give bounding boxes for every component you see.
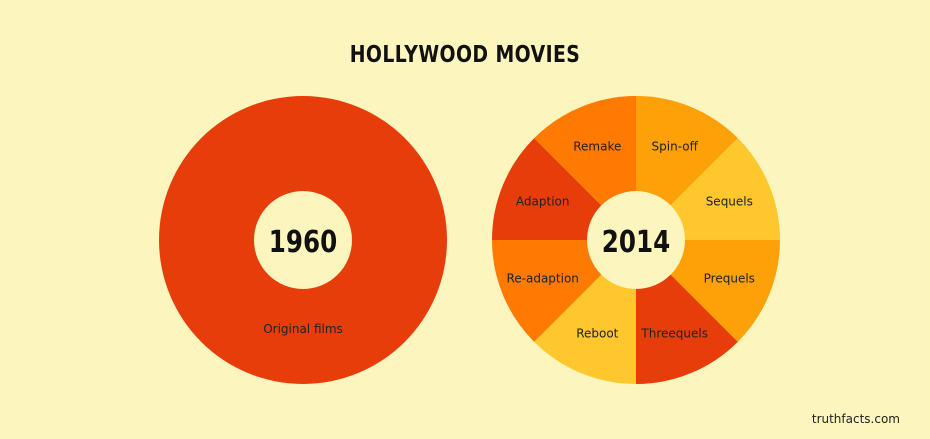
source-credit: truthfacts.com [811, 412, 900, 426]
chart-title: HOLLYWOOD MOVIES [349, 42, 581, 68]
slice-label-adaption: Adaption [516, 194, 570, 208]
slice-label-re-adaption: Re-adaption [506, 272, 578, 286]
donut-hole [254, 191, 352, 289]
slice-label-sequels: Sequels [706, 194, 753, 208]
slice-label-threequels: Threequels [640, 326, 708, 340]
donut-chart-1960: 1960 Original films [159, 96, 447, 384]
slice-label-reboot: Reboot [576, 326, 618, 340]
center-label-1960: 1960 [269, 226, 337, 260]
center-label-2014: 2014 [602, 226, 670, 260]
slice-label-spin-off: Spin-off [652, 140, 699, 154]
donut-chart-2014: 2014 Spin-off Sequels Prequels Threequels Re… [492, 96, 780, 384]
slice-label-remake: Remake [573, 140, 621, 154]
slice-label-original-films: Original films [263, 322, 343, 336]
donut-hole [587, 191, 685, 289]
slice-labels-2014: Spin-off Sequels Prequels Threequels Reboot R… [506, 140, 754, 341]
slice-label-prequels: Prequels [704, 272, 755, 286]
